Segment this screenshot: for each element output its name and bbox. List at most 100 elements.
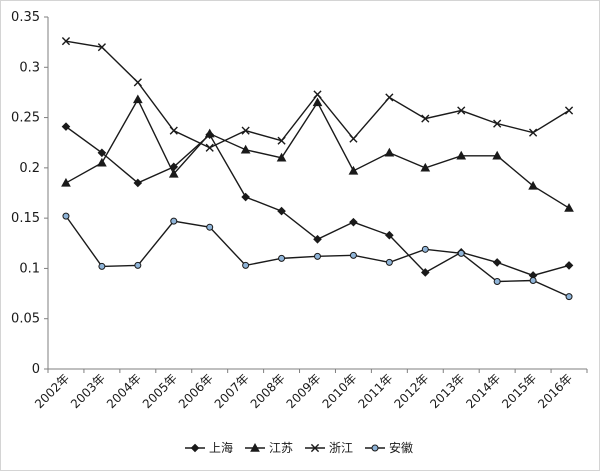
data-point: [134, 261, 142, 269]
x-tick-label: 2009年: [284, 371, 324, 411]
data-point: [97, 148, 107, 158]
data-point: [420, 162, 431, 172]
series-3: [61, 37, 574, 152]
y-tick-label: 0.15: [11, 211, 40, 226]
data-point: [61, 122, 71, 131]
data-point: [421, 245, 429, 253]
data-point: [98, 262, 106, 270]
data-point: [528, 180, 538, 190]
x-tick-label: 2005年: [140, 371, 180, 411]
data-point: [529, 128, 538, 137]
x-tick-label: 2003年: [68, 371, 108, 411]
series-line: [65, 97, 570, 209]
data-point: [349, 134, 358, 143]
legend-marker: [310, 443, 320, 453]
data-point: [529, 276, 537, 284]
data-point: [313, 234, 322, 244]
data-point: [276, 152, 287, 162]
data-point: [384, 147, 395, 157]
data-point: [242, 261, 250, 269]
x-tick-label: 2013年: [427, 371, 467, 411]
x-tick-label: 2008年: [248, 371, 288, 411]
legend-label: 上海: [209, 440, 233, 455]
data-point: [133, 78, 142, 87]
data-point: [278, 254, 286, 262]
series-2: [61, 94, 574, 212]
data-point: [565, 293, 573, 301]
legend-item: 安徽: [365, 440, 413, 455]
data-point: [420, 268, 430, 277]
x-tick-label: 2014年: [463, 371, 503, 411]
series-lines: [61, 37, 574, 301]
data-point: [61, 37, 71, 46]
data-point: [493, 119, 502, 128]
data-point: [169, 126, 178, 135]
data-point: [241, 126, 250, 135]
y-tick-label: 0.05: [11, 312, 40, 327]
legend-label: 浙江: [329, 441, 353, 455]
data-point: [457, 106, 466, 115]
y-tick-labels: 0 0.05 0.1 0.15 0.2 0.25 0.3 0.35: [11, 10, 48, 377]
data-point: [349, 251, 357, 259]
x-tick-label: 2002年: [32, 371, 72, 411]
x-tick-label: 2016年: [535, 371, 575, 411]
data-point: [492, 258, 502, 267]
x-tick-labels: 2002年2003年2004年2005年2006年2007年2008年2009年…: [32, 369, 588, 411]
y-tick-label: 0.3: [19, 60, 40, 75]
data-point: [62, 212, 70, 220]
data-point: [457, 249, 465, 257]
data-point: [492, 150, 503, 160]
series-4: [62, 212, 573, 301]
data-point: [385, 93, 394, 102]
data-point: [97, 157, 107, 167]
data-point: [313, 90, 322, 99]
data-point: [564, 106, 574, 115]
x-tick-label: 2015年: [499, 371, 539, 411]
data-point: [277, 136, 286, 145]
x-tick-label: 2012年: [391, 371, 431, 411]
data-point: [314, 252, 321, 260]
legend-marker: [371, 444, 379, 452]
y-tick-label: 0.1: [19, 261, 40, 276]
legend-marker: [190, 443, 200, 453]
data-point: [206, 223, 214, 231]
legend-item: 上海: [185, 440, 233, 455]
y-tick-label: 0: [32, 362, 40, 377]
x-tick-label: 2007年: [212, 371, 252, 411]
legend-label: 安徽: [389, 440, 413, 455]
data-point: [385, 230, 394, 240]
data-point: [385, 258, 393, 266]
legend: 上海 江苏 浙江 安徽: [185, 440, 413, 455]
data-point: [564, 203, 574, 212]
x-tick-label: 2006年: [176, 371, 216, 411]
y-tick-label: 0.25: [11, 111, 40, 126]
x-tick-label: 2010年: [320, 371, 360, 411]
legend-item: 江苏: [245, 441, 293, 455]
data-point: [170, 217, 178, 225]
data-point: [241, 192, 250, 202]
x-tick-label: 2011年: [356, 371, 396, 411]
data-point: [421, 114, 430, 123]
data-point: [493, 278, 501, 286]
data-point: [204, 128, 215, 138]
legend-marker: [250, 442, 260, 452]
x-tick-label: 2004年: [104, 371, 144, 411]
legend-item: 浙江: [305, 441, 353, 455]
data-point: [240, 144, 251, 154]
data-point: [61, 177, 71, 187]
axes: [47, 17, 587, 370]
data-point: [168, 168, 179, 178]
y-tick-label: 0.35: [11, 10, 40, 25]
legend-label: 江苏: [269, 441, 293, 455]
data-point: [456, 150, 467, 160]
data-point: [564, 261, 574, 270]
data-point: [97, 43, 106, 52]
data-point: [205, 143, 214, 152]
data-point: [133, 178, 143, 188]
data-point: [312, 97, 323, 107]
data-point: [349, 217, 358, 227]
data-point: [277, 206, 286, 216]
y-tick-label: 0.2: [19, 161, 40, 176]
